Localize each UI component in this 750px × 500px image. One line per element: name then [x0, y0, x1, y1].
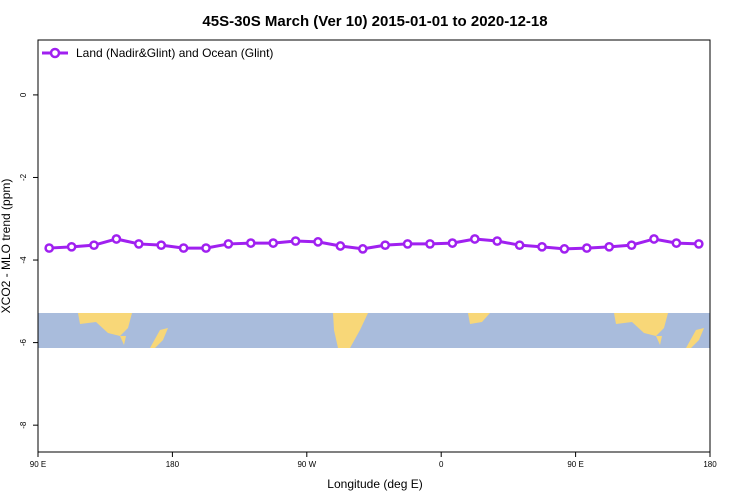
- point: [268, 238, 279, 248]
- plot-frame: [37, 39, 711, 453]
- point: [223, 239, 234, 249]
- y-tick-label: 0: [19, 92, 28, 97]
- point: [380, 240, 391, 251]
- point: [313, 237, 323, 247]
- y-tick-label: -4: [19, 256, 28, 264]
- point: [581, 243, 592, 253]
- point: [89, 240, 99, 251]
- point: [111, 234, 122, 244]
- series-line: [49, 237, 699, 251]
- chart-title: 45S-30S March (Ver 10) 2015-01-01 to 202…: [202, 13, 547, 30]
- x-tick-label: 180: [166, 460, 180, 469]
- point: [201, 243, 211, 253]
- point: [469, 234, 480, 244]
- point: [156, 240, 167, 251]
- point: [178, 243, 189, 253]
- point: [626, 240, 637, 251]
- x-tick-label: 90 E: [30, 460, 46, 469]
- map-background: [38, 313, 710, 348]
- x-tick-label: 90 E: [567, 460, 583, 469]
- point: [44, 243, 55, 253]
- point: [402, 239, 413, 249]
- point: [537, 241, 547, 252]
- point: [693, 239, 704, 249]
- point: [514, 240, 525, 251]
- point: [133, 239, 144, 249]
- legend-marker: [49, 47, 61, 59]
- y-tick-label: -8: [19, 421, 28, 429]
- y-axis-label: XCO2 - MLO trend (ppm): [0, 179, 13, 314]
- point: [604, 241, 615, 252]
- y-tick-label: -2: [19, 173, 28, 181]
- point: [447, 238, 458, 248]
- point: [66, 241, 77, 252]
- x-axis-label: Longitude (deg E): [327, 477, 422, 491]
- point: [290, 236, 301, 246]
- y-tick-label: -6: [19, 338, 28, 346]
- point: [492, 236, 503, 246]
- legend-label: Land (Nadir&Glint) and Ocean (Glint): [76, 46, 273, 60]
- point: [357, 244, 368, 254]
- x-tick-label: 90 W: [297, 460, 316, 469]
- x-tick-label: 0: [439, 460, 444, 469]
- point: [649, 234, 659, 244]
- point: [671, 238, 682, 248]
- x-tick-label: 180: [703, 460, 717, 469]
- point: [245, 238, 256, 248]
- point: [559, 244, 570, 254]
- point: [425, 239, 435, 249]
- point: [335, 241, 346, 251]
